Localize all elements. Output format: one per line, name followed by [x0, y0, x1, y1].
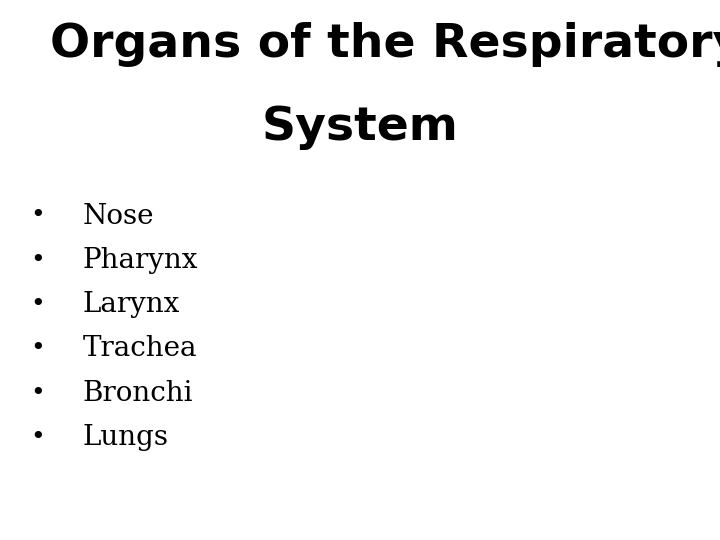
Text: •: •: [30, 382, 45, 404]
Text: •: •: [30, 249, 45, 272]
Text: •: •: [30, 426, 45, 449]
Text: Pharynx: Pharynx: [83, 247, 198, 274]
Text: Larynx: Larynx: [83, 291, 180, 318]
Text: Lungs: Lungs: [83, 424, 168, 451]
Text: Organs of the Respiratory: Organs of the Respiratory: [50, 22, 720, 66]
Text: •: •: [30, 338, 45, 360]
Text: System: System: [261, 105, 459, 150]
Text: Nose: Nose: [83, 202, 154, 230]
Text: Trachea: Trachea: [83, 335, 197, 362]
Text: •: •: [30, 205, 45, 227]
Text: Bronchi: Bronchi: [83, 380, 193, 407]
Text: •: •: [30, 293, 45, 316]
